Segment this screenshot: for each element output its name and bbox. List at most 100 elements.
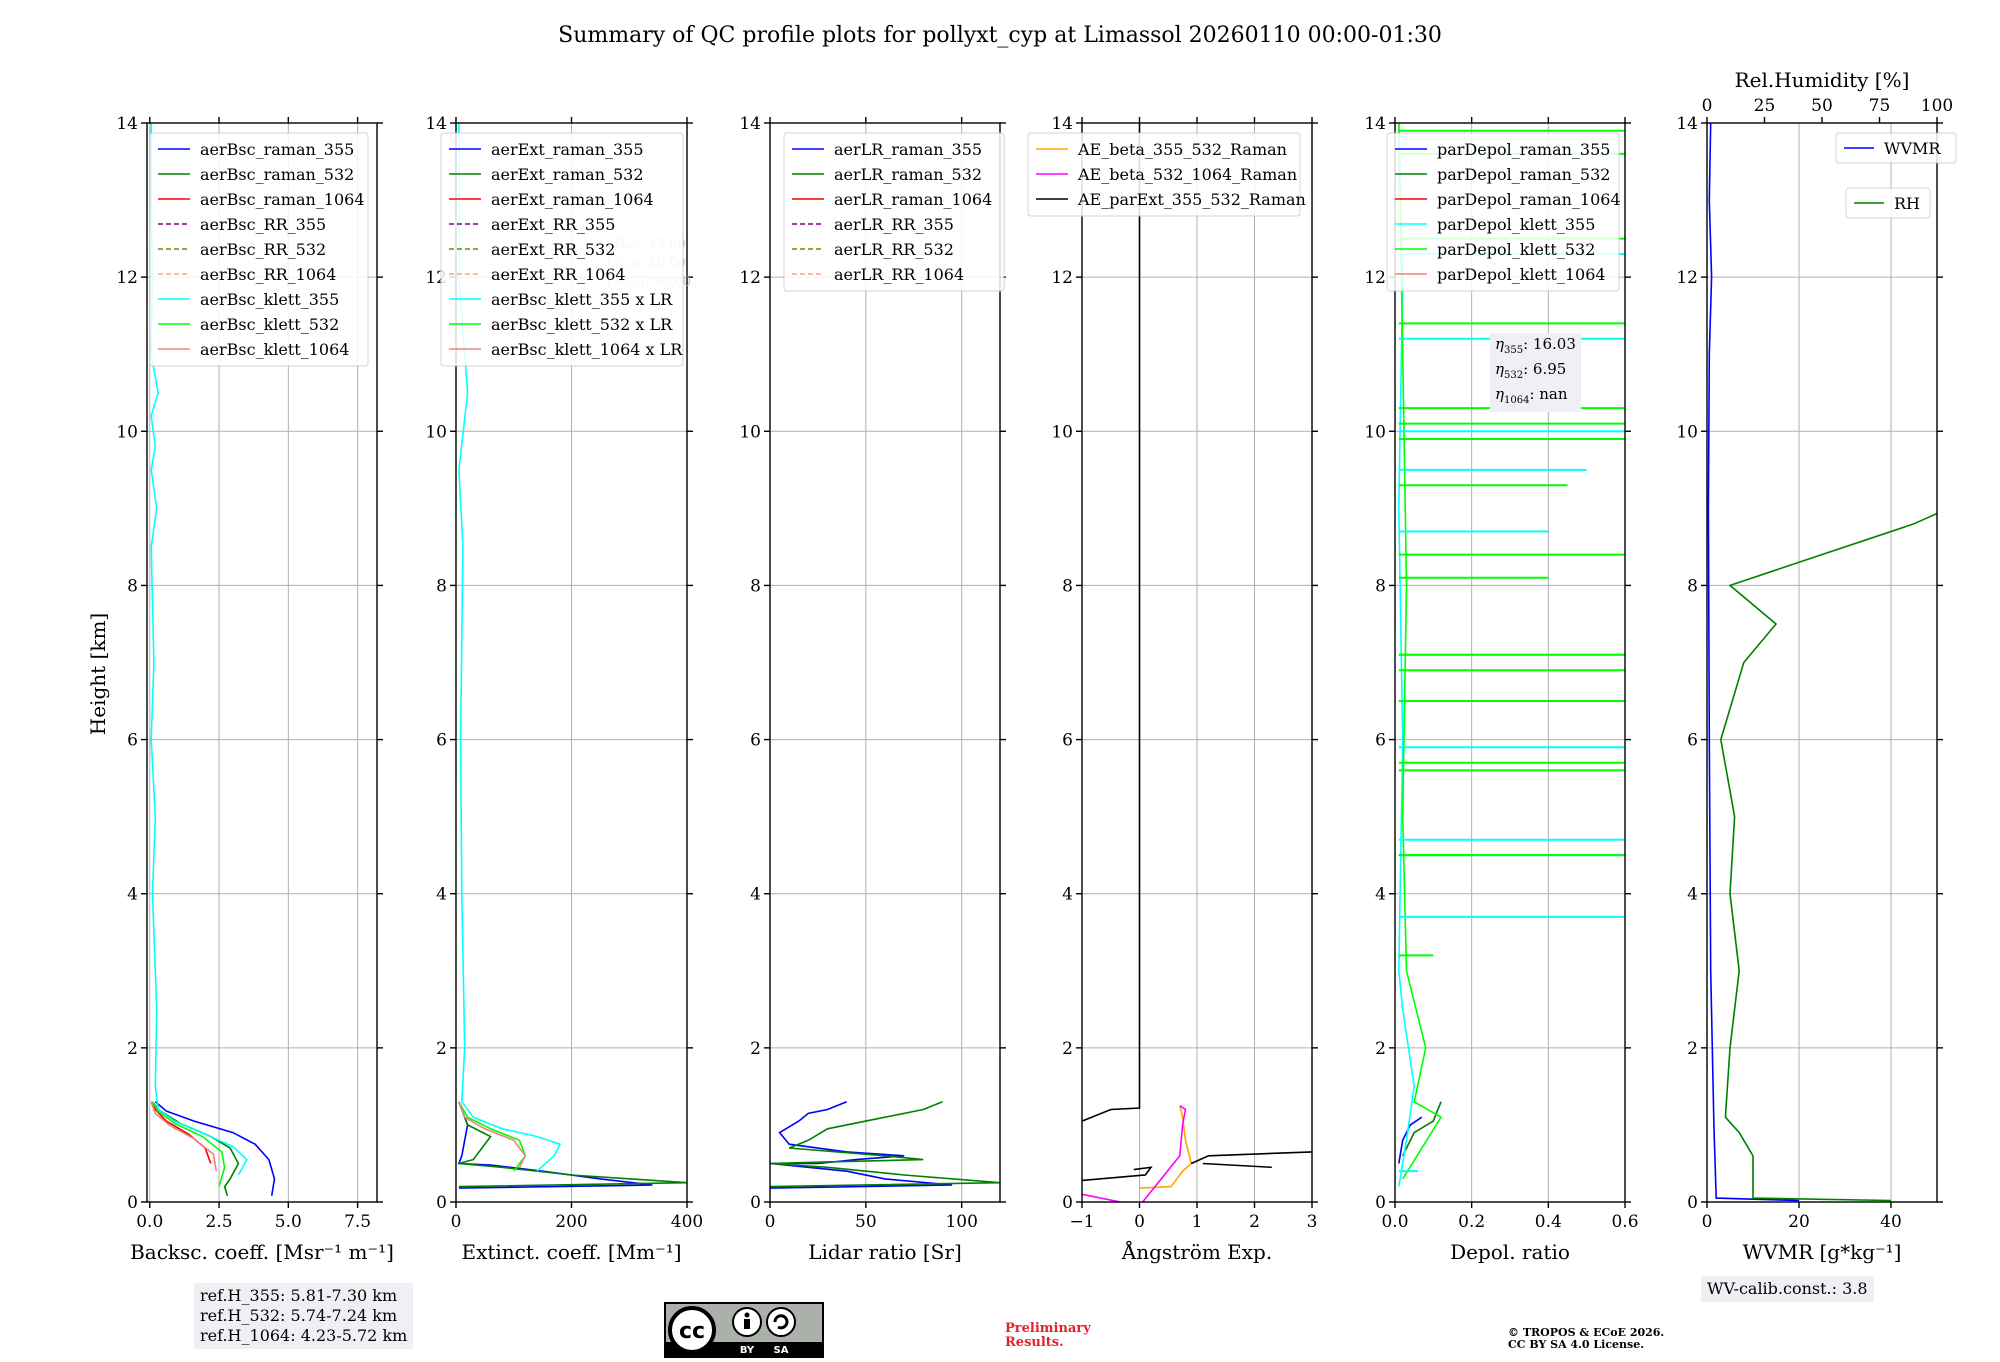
top-x-axis-label: Rel.Humidity [%] (1735, 68, 1910, 92)
legend-box (1835, 132, 1957, 164)
ref-height-532: ref.H_532: 5.74-7.24 km (200, 1306, 398, 1325)
wv-calib-box: WV-calib.const.: 3.8 (1701, 1276, 1874, 1302)
x-tick-label: 400 (671, 1212, 703, 1232)
y-tick-label: 8 (750, 576, 761, 596)
series-line-aerBsc-klett-1064 (150, 1101, 218, 1172)
legend-label: aerBsc_klett_532 (200, 315, 339, 334)
legend-label: aerExt_raman_532 (491, 165, 644, 184)
y-tick-label: 2 (1375, 1039, 1386, 1059)
y-tick-label: 4 (436, 885, 447, 905)
legend-label: aerBsc_klett_355 x LR (491, 290, 673, 309)
series-line-RH (1719, 512, 1937, 1202)
cc-by-text: BY (740, 1345, 755, 1356)
x-axis-label: Depol. ratio (1450, 1240, 1570, 1264)
y-tick-label: 14 (425, 114, 447, 134)
x-tick-label: 0 (1702, 1212, 1713, 1232)
y-axis-label: Height [km] (86, 613, 110, 735)
series-line-aerLR-raman-355 (770, 1101, 953, 1189)
panel-bsc: 0 2 4 6 8 10 12 14 0.0 2.5 5.0 7.5 Backsc. coeff. [M… (116, 114, 394, 1264)
y-tick-label: 0 (127, 1193, 138, 1213)
series-line-parDepol-raman-355 (1398, 1116, 1423, 1164)
legend-label: aerLR_RR_1064 (834, 265, 964, 284)
series-group (457, 123, 687, 1189)
legend-box (440, 132, 684, 367)
legend-label: aerLR_RR_355 (834, 215, 954, 234)
x-tick-label: 0.4 (1535, 1212, 1562, 1232)
x-tick-label: 0 (451, 1212, 462, 1232)
ref-height-355: ref.H_355: 5.81-7.30 km (200, 1286, 398, 1305)
y-tick-label: 4 (1062, 885, 1073, 905)
x-tick-label: 1 (1192, 1212, 1203, 1232)
ref-height-box: ref.H_355: 5.81-7.30 km ref.H_532: 5.74-… (194, 1283, 414, 1349)
y-tick-label: 12 (1676, 268, 1698, 288)
legend-box (1027, 132, 1301, 217)
series-group (1082, 123, 1312, 1202)
y-tick-label: 14 (739, 114, 761, 134)
y-tick-label: 2 (750, 1039, 761, 1059)
legend-label: aerBsc_RR_1064 (200, 265, 336, 284)
x-axis-label: Lidar ratio [Sr] (808, 1240, 962, 1264)
legend-label: aerLR_RR_532 (834, 240, 954, 259)
series-line-AE-beta-532-1064-Raman (1082, 1105, 1187, 1202)
legend-label: WVMR (1884, 139, 1941, 158)
legend-box (1386, 132, 1620, 292)
y-tick-label: 14 (1364, 114, 1386, 134)
cc-by-sa-logo: cc BY SA (664, 1302, 824, 1362)
y-tick-label: 2 (127, 1039, 138, 1059)
y-tick-label: 12 (1364, 268, 1386, 288)
axes-frame (1706, 122, 1938, 1203)
y-tick-label: 2 (1687, 1039, 1698, 1059)
y-tick-label: 6 (1062, 731, 1073, 751)
y-tick-label: 6 (1687, 731, 1698, 751)
x-tick-label: 2.5 (206, 1212, 233, 1232)
series-group (1707, 123, 1937, 1202)
legend-label: parDepol_klett_355 (1437, 215, 1595, 234)
top-x-tick-label: 0 (1702, 96, 1713, 116)
axes-frame (1394, 122, 1626, 1203)
legend-label: AE_beta_532_1064_Raman (1077, 165, 1297, 184)
legend-label: aerLR_raman_1064 (834, 190, 992, 209)
preliminary-note: Preliminary Results. (1005, 1321, 1091, 1350)
cc-sa-text: SA (774, 1345, 789, 1356)
x-tick-label: 5.0 (275, 1212, 302, 1232)
legend-label: aerBsc_raman_532 (200, 165, 354, 184)
legend-label: aerExt_raman_355 (491, 140, 644, 159)
y-tick-label: 10 (1051, 422, 1073, 442)
x-tick-label: 3 (1307, 1212, 1318, 1232)
y-tick-label: 12 (1051, 268, 1073, 288)
x-tick-label: 0.6 (1611, 1212, 1638, 1232)
legend-label: AE_parExt_355_532_Raman (1077, 190, 1306, 209)
x-tick-label: 50 (855, 1212, 877, 1232)
y-tick-label: 10 (1676, 422, 1698, 442)
legend-label: aerBsc_RR_532 (200, 240, 326, 259)
legend-label: aerBsc_raman_355 (200, 140, 354, 159)
legend-label: aerLR_raman_532 (834, 165, 982, 184)
y-tick-label: 10 (1364, 422, 1386, 442)
legend: AE_beta_355_532_Raman AE_beta_532_1064_Ra… (1027, 132, 1306, 217)
x-axis-label: Backsc. coeff. [Msr⁻¹ m⁻¹] (130, 1240, 394, 1264)
legend: WVMR RH (1835, 132, 1957, 219)
legend-label: aerBsc_RR_355 (200, 215, 326, 234)
legend: aerExt_raman_355 aerExt_raman_532 aerExt_r… (440, 132, 684, 367)
y-tick-label: 6 (127, 731, 138, 751)
y-tick-label: 8 (127, 576, 138, 596)
legend: aerLR_raman_355 aerLR_raman_532 aerLR_rama… (783, 132, 1005, 292)
series-line-WVMR (1707, 123, 1800, 1202)
x-tick-label: −1 (1069, 1212, 1094, 1232)
legend: parDepol_raman_355 parDepol_raman_532 parD… (1386, 132, 1621, 292)
legend-label: parDepol_klett_532 (1437, 240, 1595, 259)
x-tick-label: 7.5 (344, 1212, 371, 1232)
y-tick-label: 14 (1676, 114, 1698, 134)
series-line-aerExt-raman-532 (458, 1101, 687, 1188)
eta-355: η355: 16.03 (1495, 335, 1576, 356)
eta-1064: η1064: nan (1495, 385, 1568, 406)
legend-label: aerBsc_klett_532 x LR (491, 315, 673, 334)
legend-box (1845, 187, 1931, 219)
y-tick-label: 0 (436, 1193, 447, 1213)
y-tick-label: 4 (750, 885, 761, 905)
legend-label: aerBsc_klett_1064 x LR (491, 340, 683, 359)
cc-icon: cc (679, 1319, 705, 1344)
